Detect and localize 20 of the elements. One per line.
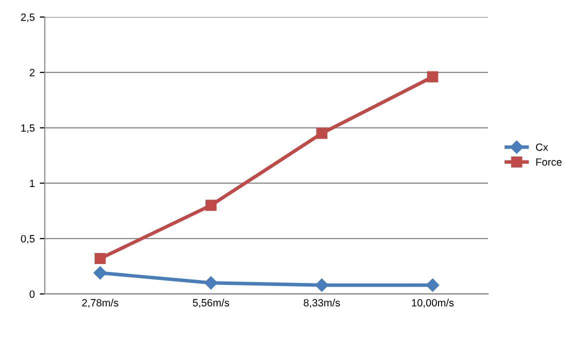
y-tick-label: 1 bbox=[30, 180, 35, 187]
x-tick-label: 2,78m/s bbox=[82, 298, 118, 308]
x-tick-label: 8,33m/s bbox=[304, 298, 340, 308]
legend-label: Cx bbox=[536, 143, 548, 151]
point bbox=[204, 276, 218, 290]
y-tick-label: 2 bbox=[30, 68, 34, 76]
point bbox=[205, 200, 217, 211]
y-tick-label: 0 bbox=[30, 290, 35, 298]
point bbox=[94, 266, 107, 280]
point bbox=[94, 252, 106, 264]
x-tick-label: 10,00m/s bbox=[412, 298, 454, 308]
point bbox=[315, 278, 328, 292]
point bbox=[426, 278, 440, 292]
point bbox=[316, 128, 328, 139]
y-tick-label: 1,5 bbox=[21, 124, 35, 133]
x-tick-label: 5,56m/s bbox=[192, 298, 230, 308]
legend-label: Force bbox=[536, 158, 562, 166]
point bbox=[427, 71, 438, 82]
y-tick-label: 0,5 bbox=[20, 235, 35, 244]
y-tick-label: 2,5 bbox=[21, 14, 35, 22]
